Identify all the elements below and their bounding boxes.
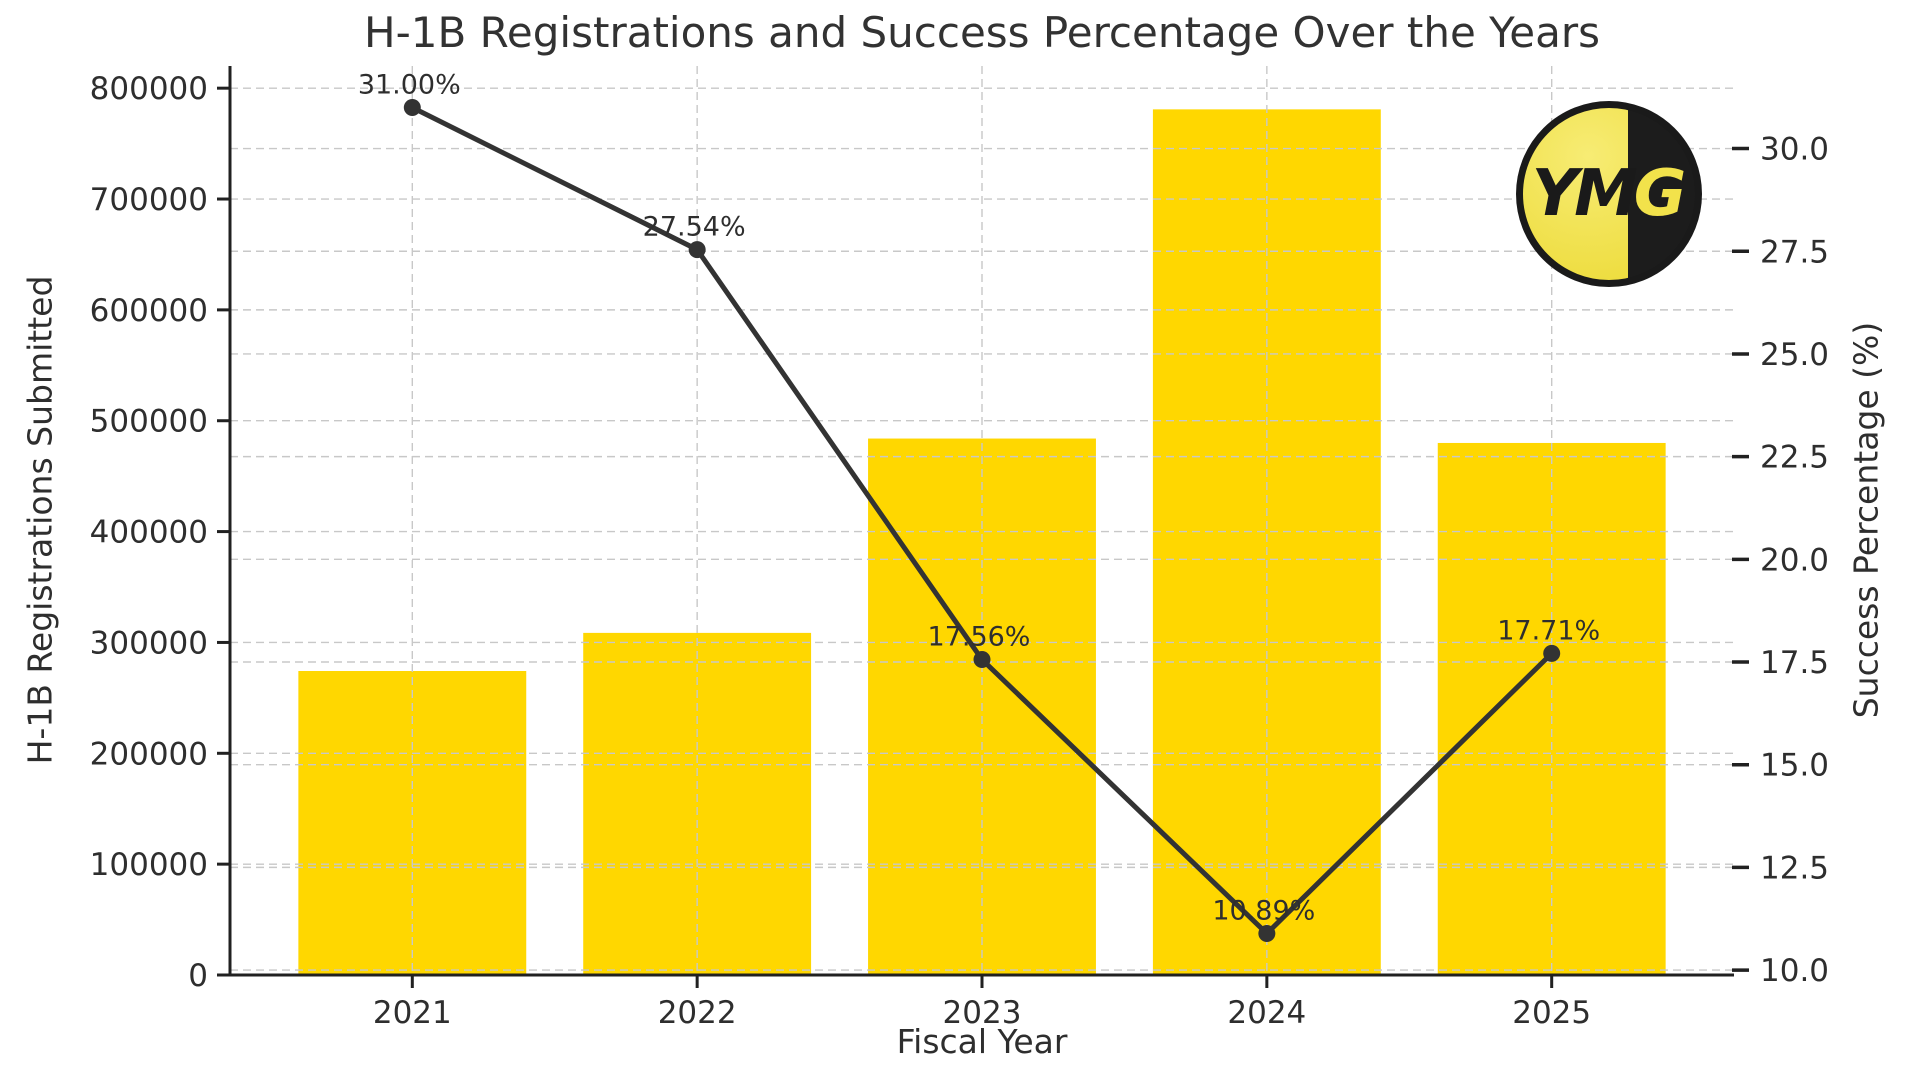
- x-tick-label-2025: 2025: [1512, 995, 1591, 1031]
- data-point-2025: [1543, 644, 1561, 662]
- point-label-2023: 17.56%: [928, 622, 1031, 653]
- right-tick-label: 27.5: [1760, 234, 1829, 270]
- right-tick-label: 15.0: [1760, 748, 1829, 784]
- left-tick-label: 0: [188, 958, 208, 994]
- left-tick-label: 300000: [90, 625, 208, 661]
- data-point-2022: [688, 241, 706, 259]
- point-label-2021: 31.00%: [358, 69, 461, 100]
- right-tick-label: 20.0: [1760, 542, 1829, 578]
- left-tick-label: 700000: [90, 182, 208, 218]
- logo-letters-ym: YM: [1531, 157, 1638, 231]
- right-tick-label: 25.0: [1760, 337, 1829, 373]
- ymg-logo-text: YMG: [1532, 162, 1687, 226]
- left-tick-label: 400000: [90, 515, 208, 551]
- left-tick-label: 800000: [90, 71, 208, 107]
- data-point-2024: [1258, 925, 1276, 943]
- right-tick-label: 12.5: [1760, 850, 1829, 886]
- x-tick-label-2023: 2023: [943, 995, 1022, 1031]
- right-tick-label: 17.5: [1760, 645, 1829, 681]
- left-tick-label: 200000: [90, 736, 208, 772]
- right-tick-label: 22.5: [1760, 440, 1829, 476]
- ymg-logo: YMG: [1516, 101, 1702, 287]
- point-label-2025: 17.71%: [1497, 615, 1600, 646]
- left-tick-label: 100000: [90, 847, 208, 883]
- data-point-2023: [973, 651, 991, 669]
- data-point-2021: [403, 98, 421, 116]
- x-tick-label-2021: 2021: [373, 995, 452, 1031]
- left-tick-label: 500000: [90, 404, 208, 440]
- right-tick-label: 10.0: [1760, 953, 1829, 989]
- x-tick-label-2022: 2022: [658, 995, 737, 1031]
- right-tick-label: 30.0: [1760, 132, 1829, 168]
- point-label-2022: 27.54%: [643, 212, 746, 243]
- x-tick-label-2024: 2024: [1227, 995, 1306, 1031]
- point-label-2024: 10.89%: [1212, 896, 1315, 927]
- logo-letter-g: G: [1633, 157, 1686, 231]
- left-tick-label: 600000: [90, 293, 208, 329]
- chart-title: H-1B Registrations and Success Percentag…: [364, 8, 1600, 57]
- x-axis-label: Fiscal Year: [896, 1022, 1068, 1061]
